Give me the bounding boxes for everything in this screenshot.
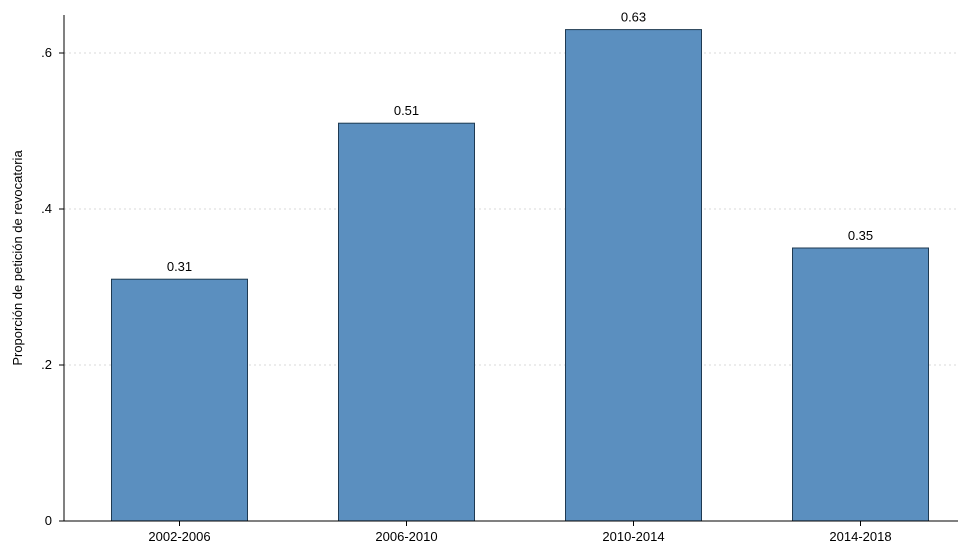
- y-tick-label: .6: [41, 45, 52, 60]
- bar-2010-2014: [565, 29, 702, 522]
- y-tick-label: 0: [45, 513, 52, 528]
- y-axis-title: Proporción de petición de revocatoria: [10, 150, 25, 366]
- x-tick-label: 2006-2010: [375, 529, 437, 544]
- x-axis-ticks: 2002-2006 2006-2010 2010-2014 2014-2018: [148, 521, 892, 544]
- data-label: 0.51: [394, 103, 419, 118]
- y-tick-label: .2: [41, 357, 52, 372]
- data-label: 0.63: [621, 10, 646, 25]
- x-tick-label: 2002-2006: [148, 529, 210, 544]
- bars: [111, 29, 929, 522]
- bar-2002-2006: [111, 278, 248, 522]
- x-tick-label: 2014-2018: [829, 529, 891, 544]
- y-tick-label: .4: [41, 201, 52, 216]
- data-labels: 0.31 0.51 0.63 0.35: [167, 10, 873, 275]
- bar-2006-2010: [338, 122, 475, 522]
- data-label: 0.35: [848, 228, 873, 243]
- data-label: 0.31: [167, 259, 192, 274]
- x-tick-label: 2010-2014: [602, 529, 664, 544]
- bar-2014-2018: [792, 247, 929, 522]
- y-axis-ticks: 0 .2 .4 .6: [41, 45, 64, 528]
